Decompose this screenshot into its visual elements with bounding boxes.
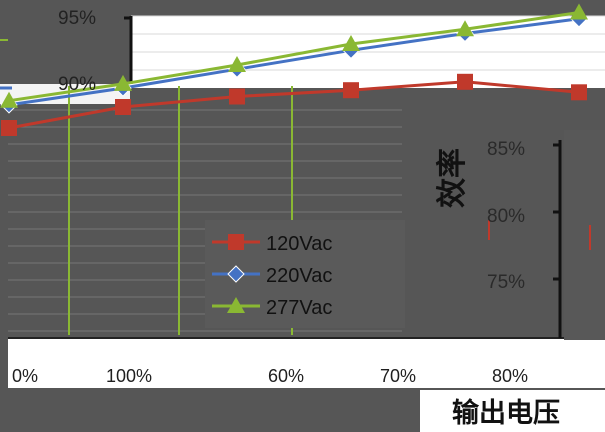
y-tick-label: 80% (487, 206, 525, 227)
x-tick-label: 70% (380, 366, 416, 386)
legend: 120Vac 220Vac 277Vac (205, 220, 405, 328)
series-line (8, 11, 580, 103)
x-tick-label: 100% (106, 366, 152, 386)
data-point (570, 3, 588, 20)
y-tick-label: 90% (58, 74, 96, 95)
data-point (1, 120, 17, 136)
data-point (229, 88, 245, 105)
data-point (228, 56, 246, 72)
series-layer (0, 3, 588, 136)
data-point (456, 20, 474, 37)
x-axis-title: 输出电压 (452, 397, 560, 428)
x-title-band (420, 390, 605, 432)
right-panel (402, 88, 562, 336)
legend-label: 277Vac (266, 297, 332, 319)
y-tick-label: 95% (58, 8, 96, 29)
x-tick-label: 60% (268, 366, 304, 386)
y-tick-label: 85% (487, 139, 525, 160)
legend-label: 220Vac (266, 265, 332, 287)
x-tick-label: 80% (492, 366, 528, 386)
data-point (457, 73, 473, 90)
data-point (114, 74, 132, 91)
legend-marker (227, 297, 245, 313)
data-point (0, 91, 18, 108)
data-point (343, 82, 359, 99)
legend-marker (228, 234, 244, 250)
legend-label: 120Vac (266, 233, 332, 255)
series-line (8, 80, 580, 130)
series-line (8, 17, 580, 107)
data-point (571, 84, 587, 101)
lower-plot-area (8, 338, 605, 388)
right-white-band (564, 130, 605, 340)
y-tick-label: 75% (487, 272, 525, 293)
data-point (115, 99, 131, 115)
x-tick-label: 0% (12, 366, 38, 386)
legend-marker (227, 265, 245, 283)
data-point (342, 35, 360, 51)
y-axis-title: 效率 (436, 148, 469, 208)
